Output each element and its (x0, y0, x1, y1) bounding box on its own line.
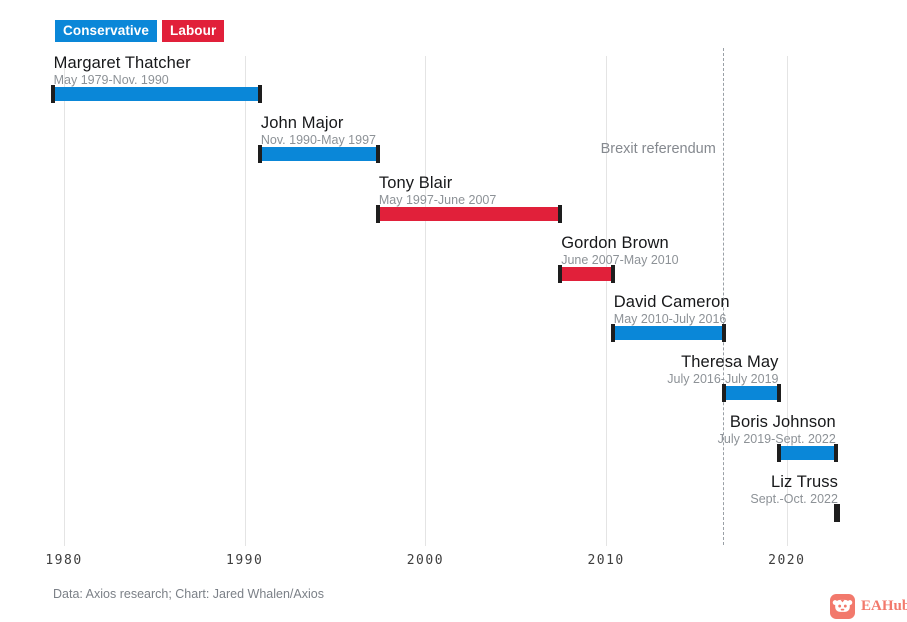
pm-row-label-boris-johnson: Boris Johnson July 2019-Sept. 2022 (536, 413, 836, 446)
pm-name: Gordon Brown (561, 234, 669, 252)
pm-row-label-liz-truss: Liz Truss Sept.-Oct. 2022 (538, 473, 838, 506)
gridline-1980 (64, 56, 65, 546)
gridline-2010 (606, 56, 608, 546)
pm-name: David Cameron (613, 293, 730, 311)
axis-label-2010: 2010 (587, 553, 625, 568)
bar-end-cap (776, 384, 781, 402)
bar-end-cap (558, 205, 563, 223)
pm-name: Tony Blair (378, 174, 453, 192)
eahub-wordmark: EAHub (861, 598, 907, 614)
pm-term-bar-john-major (259, 147, 378, 161)
legend-conservative: Conservative (55, 20, 157, 42)
pm-row-label-gordon-brown: Gordon Brown June 2007-May 2010 (561, 234, 678, 267)
pm-term-bar-gordon-brown (560, 267, 613, 281)
pm-row-label-david-cameron: David Cameron May 2010-July 2016 (614, 293, 730, 326)
pm-term-bar-david-cameron (612, 326, 725, 340)
pm-term-dates: Sept.-Oct. 2022 (750, 492, 838, 506)
gridline-2000 (425, 56, 427, 546)
pm-term-dates: June 2007-May 2010 (561, 253, 679, 267)
bar-end-cap (833, 444, 838, 462)
pm-name: Liz Truss (771, 473, 838, 491)
gridline-2020 (786, 56, 788, 546)
bar-start-cap (375, 205, 380, 223)
bar-end-cap (375, 145, 380, 163)
pm-term-bar-tony-blair (377, 207, 561, 221)
pm-row-label-margaret-thatcher: Margaret Thatcher May 1979-Nov. 1990 (54, 54, 191, 87)
bar-end-cap (257, 85, 262, 103)
bar-start-cap (722, 384, 727, 402)
axis-label-2000: 2000 (406, 553, 445, 568)
bar-end-cap (610, 265, 615, 283)
bar-start-cap (558, 265, 563, 283)
pm-term-dates: May 1997-June 2007 (378, 193, 497, 207)
pm-term-bar-theresa-may (724, 386, 779, 400)
bar-end-cap (722, 324, 727, 342)
bar-start-cap (776, 444, 781, 462)
pm-name: Margaret Thatcher (53, 54, 191, 72)
pm-term-dates: July 2019-Sept. 2022 (717, 432, 836, 446)
legend: Conservative Labour (55, 20, 225, 42)
pm-row-label-john-major: John Major Nov. 1990-May 1997 (261, 114, 376, 147)
bar-start-cap (610, 324, 615, 342)
legend-labour: Labour (162, 20, 225, 42)
pm-term-dates: Nov. 1990-May 1997 (260, 133, 376, 147)
pm-term-dates: July 2016-July 2019 (667, 372, 779, 386)
pm-term-dates: May 1979-Nov. 1990 (53, 73, 169, 87)
bar-end-cap (835, 504, 840, 522)
brexit-referendum-label: Brexit referendum (600, 141, 716, 157)
pm-row-label-theresa-may: Theresa May July 2016-July 2019 (478, 353, 778, 386)
pm-name: John Major (260, 114, 344, 132)
pm-row-label-tony-blair: Tony Blair May 1997-June 2007 (379, 174, 496, 207)
pm-term-bar-boris-johnson (778, 446, 836, 460)
axis-label-1980: 1980 (45, 553, 83, 568)
bar-start-cap (257, 145, 262, 163)
chart-source-credit: Data: Axios research; Chart: Jared Whale… (53, 587, 324, 601)
pm-term-dates: May 2010-July 2016 (613, 312, 727, 326)
pm-name: Boris Johnson (729, 413, 836, 431)
bar-start-cap (50, 85, 55, 103)
axis-label-2020: 2020 (768, 553, 806, 568)
brexit-referendum-line (722, 48, 724, 545)
eahub-logo[interactable]: EAHub (830, 594, 907, 619)
pm-name: Theresa May (681, 353, 779, 371)
gridline-1990 (244, 56, 246, 546)
bar-start-cap (833, 504, 838, 522)
axis-label-1990: 1990 (226, 553, 264, 568)
eahub-robot-icon (830, 594, 855, 619)
pm-term-bar-margaret-thatcher (52, 87, 260, 101)
